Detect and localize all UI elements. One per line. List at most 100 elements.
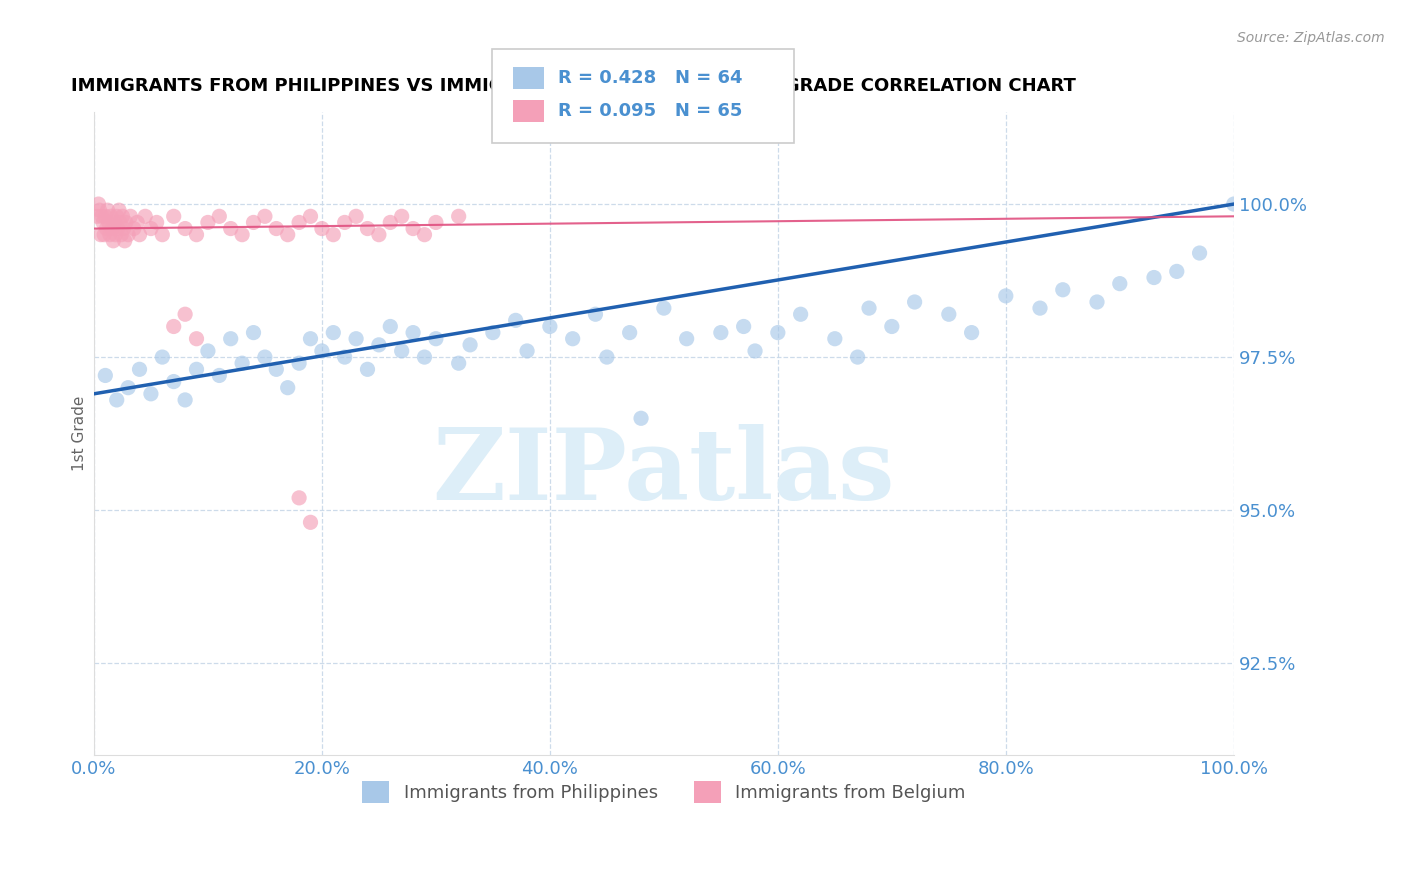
- Point: [91, 215, 114, 229]
- Point: [134, 210, 156, 224]
- Point: [128, 362, 150, 376]
- Point: [710, 326, 733, 340]
- Point: [367, 338, 389, 352]
- Point: [447, 210, 470, 224]
- Point: [538, 319, 561, 334]
- Point: [938, 307, 960, 321]
- Point: [561, 332, 583, 346]
- Point: [299, 332, 322, 346]
- Point: [994, 289, 1017, 303]
- Point: [94, 210, 117, 224]
- Point: [174, 221, 197, 235]
- Legend: Immigrants from Philippines, Immigrants from Belgium: Immigrants from Philippines, Immigrants …: [354, 773, 973, 810]
- Point: [402, 326, 425, 340]
- Point: [104, 227, 127, 242]
- Point: [824, 332, 846, 346]
- Point: [117, 381, 139, 395]
- Point: [277, 381, 299, 395]
- Point: [266, 362, 288, 376]
- Point: [110, 227, 132, 242]
- Point: [253, 210, 276, 224]
- Point: [333, 215, 356, 229]
- Point: [1223, 197, 1246, 211]
- Point: [1029, 301, 1052, 315]
- Point: [150, 350, 173, 364]
- Point: [108, 215, 131, 229]
- Point: [219, 332, 242, 346]
- Point: [89, 203, 111, 218]
- Point: [391, 210, 413, 224]
- Point: [356, 221, 378, 235]
- Point: [98, 227, 121, 242]
- Point: [150, 227, 173, 242]
- Point: [174, 392, 197, 407]
- Point: [208, 210, 231, 224]
- Point: [299, 516, 322, 530]
- Point: [367, 227, 389, 242]
- Point: [1166, 264, 1188, 278]
- Text: IMMIGRANTS FROM PHILIPPINES VS IMMIGRANTS FROM BELGIUM 1ST GRADE CORRELATION CHA: IMMIGRANTS FROM PHILIPPINES VS IMMIGRANT…: [72, 78, 1076, 95]
- Point: [103, 234, 125, 248]
- Point: [413, 350, 436, 364]
- Point: [111, 210, 134, 224]
- Point: [128, 227, 150, 242]
- Point: [1052, 283, 1074, 297]
- Point: [115, 215, 138, 229]
- Point: [482, 326, 505, 340]
- Point: [186, 227, 208, 242]
- Point: [630, 411, 652, 425]
- Point: [114, 234, 136, 248]
- Point: [516, 343, 538, 358]
- Point: [107, 221, 129, 235]
- Point: [1108, 277, 1130, 291]
- Point: [960, 326, 983, 340]
- Point: [391, 343, 413, 358]
- Point: [904, 295, 927, 310]
- Point: [380, 215, 402, 229]
- Point: [288, 491, 311, 505]
- Text: Source: ZipAtlas.com: Source: ZipAtlas.com: [1237, 31, 1385, 45]
- Point: [105, 392, 128, 407]
- Point: [344, 332, 367, 346]
- Point: [242, 326, 264, 340]
- Point: [186, 332, 208, 346]
- Point: [100, 210, 122, 224]
- Point: [1143, 270, 1166, 285]
- Point: [242, 215, 264, 229]
- Point: [103, 215, 125, 229]
- Y-axis label: 1st Grade: 1st Grade: [72, 396, 87, 471]
- Text: R = 0.428   N = 64: R = 0.428 N = 64: [558, 69, 742, 87]
- Point: [505, 313, 527, 327]
- Point: [596, 350, 619, 364]
- Point: [139, 221, 162, 235]
- Point: [880, 319, 903, 334]
- Point: [675, 332, 697, 346]
- Point: [413, 227, 436, 242]
- Point: [447, 356, 470, 370]
- Point: [585, 307, 607, 321]
- Point: [96, 221, 118, 235]
- Point: [112, 221, 135, 235]
- Point: [299, 210, 322, 224]
- Point: [744, 343, 766, 358]
- Point: [122, 221, 145, 235]
- Point: [858, 301, 880, 315]
- Point: [90, 210, 112, 224]
- Point: [311, 221, 333, 235]
- Point: [356, 362, 378, 376]
- Point: [231, 227, 253, 242]
- Point: [94, 368, 117, 383]
- Point: [163, 375, 186, 389]
- Point: [277, 227, 299, 242]
- Point: [127, 215, 149, 229]
- Point: [789, 307, 811, 321]
- Point: [145, 215, 167, 229]
- Point: [197, 215, 219, 229]
- Point: [97, 215, 120, 229]
- Point: [231, 356, 253, 370]
- Point: [380, 319, 402, 334]
- Point: [846, 350, 869, 364]
- Point: [1085, 295, 1108, 310]
- Point: [425, 215, 447, 229]
- Point: [1188, 246, 1211, 260]
